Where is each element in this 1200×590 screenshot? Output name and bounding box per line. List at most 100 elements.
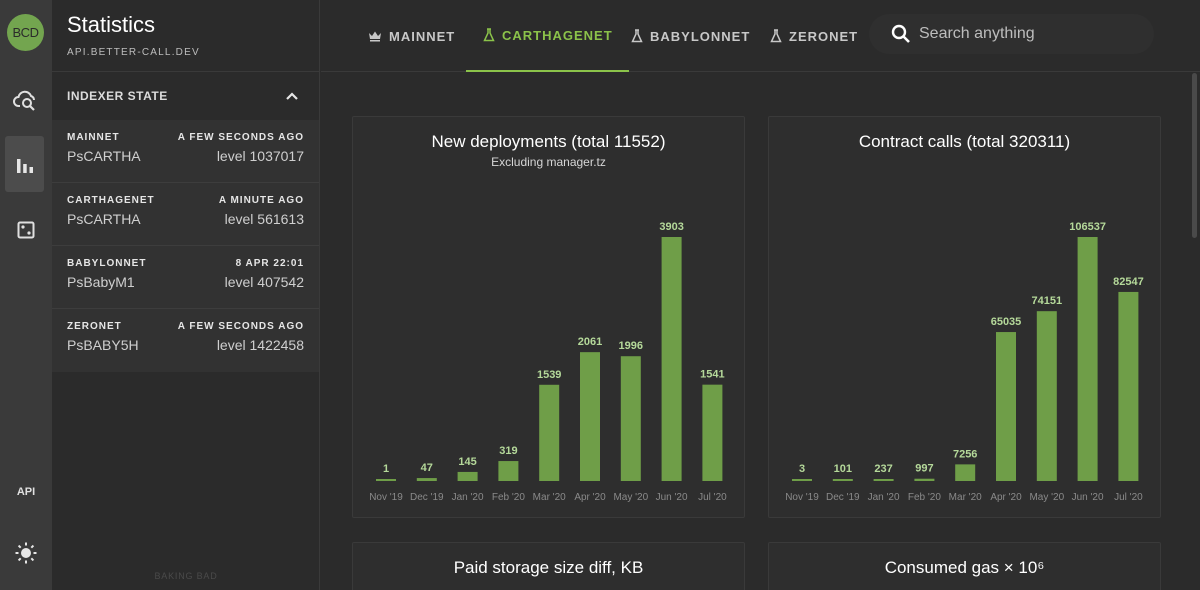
chart-bar[interactable] <box>1118 291 1139 481</box>
deployments-bar-chart: 1 Nov '19 47 Dec '19 145 Jan '20 319 Feb '20 153… <box>369 221 727 503</box>
flask-icon <box>483 28 495 42</box>
bar-value-label: 1996 <box>619 340 643 352</box>
flask-icon <box>770 29 782 43</box>
tab-carthagenet[interactable]: CARTHAGENET <box>466 0 629 72</box>
api-host-label: API.BETTER-CALL.DEV <box>67 47 200 58</box>
x-tick-label: Nov '19 <box>369 492 403 503</box>
network-name: BABYLONNET <box>67 258 147 269</box>
x-tick-label: Dec '19 <box>410 492 444 503</box>
chevron-up-icon[interactable] <box>285 91 299 101</box>
network-protocol: PsBabyM1 <box>67 274 135 290</box>
search-input[interactable] <box>919 25 1139 43</box>
chart-bar[interactable] <box>914 478 935 481</box>
x-tick-label: Feb '20 <box>492 492 525 503</box>
bar-value-label: 82547 <box>1113 276 1144 288</box>
chart-bar[interactable] <box>539 384 560 481</box>
dice-icon <box>17 221 35 239</box>
network-updated-time: A FEW SECONDS AGO <box>177 321 304 332</box>
x-tick-label: Jun '20 <box>656 492 688 503</box>
chart-bar[interactable] <box>996 332 1016 481</box>
bar-value-label: 101 <box>834 463 852 475</box>
x-tick-label: Apr '20 <box>990 492 1022 503</box>
theme-toggle-button[interactable] <box>0 527 52 579</box>
network-item-zeronet[interactable]: ZERONET A FEW SECONDS AGO PsBABY5H level… <box>52 309 319 372</box>
chart-bar[interactable] <box>620 356 641 481</box>
bar-value-label: 145 <box>458 456 476 468</box>
x-tick-label: Jan '20 <box>452 492 484 503</box>
network-protocol: PsBABY5H <box>67 337 139 353</box>
bar-value-label: 1541 <box>700 369 724 381</box>
chart-bar[interactable] <box>955 464 976 481</box>
contract-calls-chart-card: Contract calls (total 320311) 3 Nov '19 10… <box>768 116 1161 518</box>
network-item-babylonnet[interactable]: BABYLONNET 8 APR 22:01 PsBabyM1 level 40… <box>52 246 319 309</box>
network-level: level 1422458 <box>216 337 304 353</box>
sidebar-header: Statistics API.BETTER-CALL.DEV <box>52 0 319 72</box>
network-item-mainnet[interactable]: MAINNET A FEW SECONDS AGO PsCARTHA level… <box>52 120 319 183</box>
search-box[interactable] <box>869 14 1154 54</box>
chart-bar[interactable] <box>1077 237 1098 481</box>
bcd-logo[interactable]: BCD <box>7 14 44 51</box>
bar-value-label: 47 <box>421 462 433 474</box>
chart-subtitle: Excluding manager.tz <box>491 155 606 169</box>
chart-bar[interactable] <box>457 471 478 481</box>
random-contract-button[interactable] <box>0 204 52 256</box>
baking-bad-footer[interactable]: BAKING BAD <box>154 571 218 581</box>
bar-value-label: 2061 <box>578 336 602 348</box>
x-tick-label: Nov '19 <box>785 492 819 503</box>
deployments-chart-card: New deployments (total 11552) Excluding … <box>352 116 745 518</box>
x-tick-label: Feb '20 <box>908 492 941 503</box>
statistics-nav-button[interactable] <box>5 136 44 192</box>
x-tick-label: May '20 <box>613 492 648 503</box>
bar-value-label: 997 <box>915 463 933 475</box>
network-protocol: PsCARTHA <box>67 211 141 227</box>
x-tick-label: May '20 <box>1029 492 1064 503</box>
search-cloud-nav-button[interactable] <box>0 74 52 126</box>
api-nav-button[interactable]: API <box>16 486 36 498</box>
network-updated-time: A MINUTE AGO <box>218 195 304 206</box>
chart-bar[interactable] <box>1036 311 1057 481</box>
bar-value-label: 3903 <box>659 221 683 233</box>
bar-value-label: 106537 <box>1069 221 1106 233</box>
chart-bar[interactable] <box>873 479 894 481</box>
chart-bar[interactable] <box>580 352 600 481</box>
network-item-carthagenet[interactable]: CARTHAGENET A MINUTE AGO PsCARTHA level … <box>52 183 319 246</box>
tab-label: MAINNET <box>389 28 456 44</box>
tab-label: ZERONET <box>789 28 859 44</box>
x-tick-label: Apr '20 <box>574 492 606 503</box>
chart-title: Consumed gas × 10⁶ <box>884 558 1045 577</box>
tab-zeronet[interactable]: ZERONET <box>770 0 858 72</box>
tab-mainnet[interactable]: MAINNET <box>368 0 455 72</box>
chart-bar[interactable] <box>832 479 853 481</box>
crown-icon <box>369 31 381 42</box>
bar-chart-icon <box>16 159 33 173</box>
network-updated-time: 8 APR 22:01 <box>235 258 304 269</box>
chart-bar[interactable] <box>702 384 723 481</box>
main-scrollbar[interactable] <box>1192 73 1197 238</box>
chart-bar[interactable] <box>661 237 682 481</box>
bar-value-label: 319 <box>499 445 517 457</box>
bar-value-label: 237 <box>874 463 892 475</box>
bar-value-label: 1539 <box>537 369 561 381</box>
chart-bar[interactable] <box>498 461 519 481</box>
tab-babylonnet[interactable]: BABYLONNET <box>631 0 750 72</box>
chart-bar[interactable] <box>376 479 396 481</box>
left-rail: BCD API <box>0 0 52 590</box>
gas-chart-card: Consumed gas × 10⁶ <box>768 542 1161 590</box>
chart-title: New deployments (total 11552) <box>431 132 666 151</box>
sidebar: Statistics API.BETTER-CALL.DEV INDEXER S… <box>52 0 320 590</box>
network-name: CARTHAGENET <box>67 195 155 206</box>
network-name: MAINNET <box>67 132 120 143</box>
search-icon <box>891 24 910 43</box>
sun-icon <box>15 542 37 564</box>
x-tick-label: Dec '19 <box>826 492 860 503</box>
indexer-state-header[interactable]: INDEXER STATE <box>52 72 319 120</box>
chart-bar[interactable] <box>416 478 437 481</box>
x-tick-label: Jul '20 <box>1114 492 1143 503</box>
chart-bar[interactable] <box>792 479 812 481</box>
chart-title: Contract calls (total 320311) <box>858 132 1071 151</box>
indexer-state-title: INDEXER STATE <box>67 89 168 103</box>
bar-value-label: 65035 <box>991 316 1022 328</box>
bar-value-label: 7256 <box>953 448 977 460</box>
storage-chart-card: Paid storage size diff, KB <box>352 542 745 590</box>
cloud-search-icon <box>13 90 35 111</box>
